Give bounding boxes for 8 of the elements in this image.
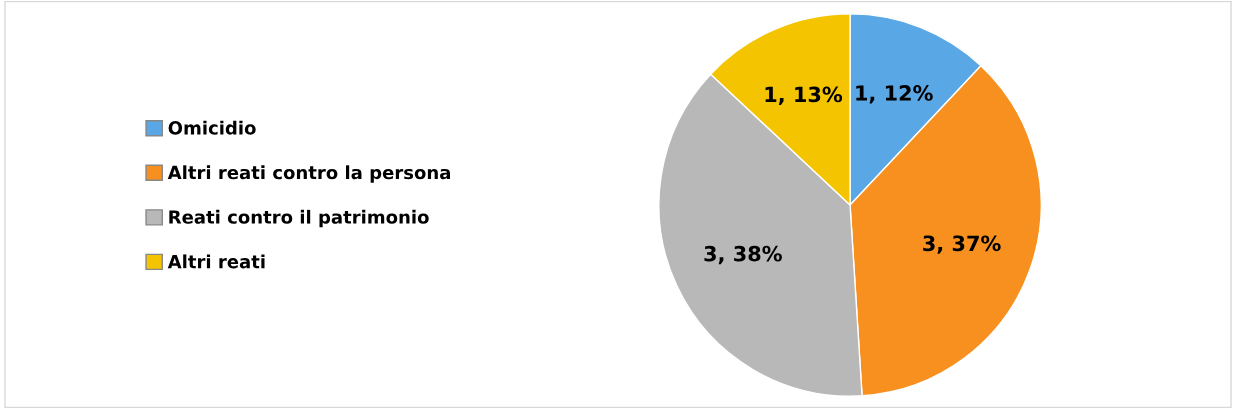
legend-label: Reati contro il patrimonio <box>169 209 429 228</box>
legend-label: Altri reati <box>167 254 265 269</box>
data-label: 1, 12% <box>856 85 933 104</box>
data-label: 1, 13% <box>765 86 843 105</box>
legend-label: Altri reati contro la persona <box>167 165 450 183</box>
legend-label: Omicidio <box>168 120 256 135</box>
data-label: 3, 38% <box>704 245 782 265</box>
data-label: 3, 37% <box>923 235 1001 254</box>
